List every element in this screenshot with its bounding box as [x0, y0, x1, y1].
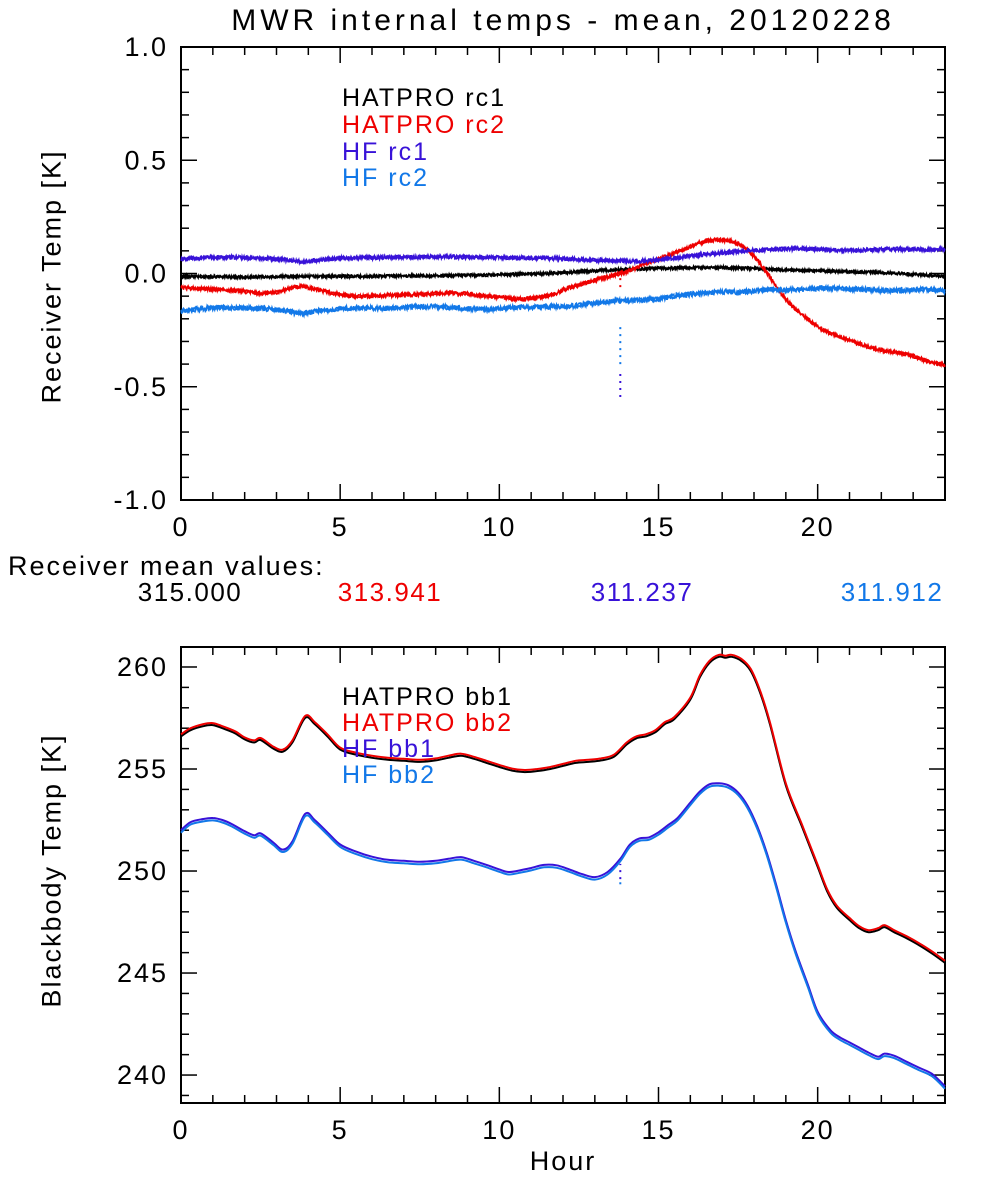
legend-hf-bb1: HF bb1	[342, 735, 436, 763]
blackbody-y-axis-label: Blackbody Temp [K]	[36, 733, 67, 1008]
legend-hatpro-rc1: HATPRO rc1	[342, 84, 506, 112]
y-tick-label: 0.5	[124, 145, 168, 175]
y-tick-label: 0.0	[124, 259, 168, 289]
receiver-mean-hf-rc2: 311.912	[840, 577, 944, 607]
receiver-y-axis-label: Receiver Temp [K]	[36, 149, 67, 404]
x-tick-label: 0	[172, 1115, 189, 1145]
legend-hatpro-bb2: HATPRO bb2	[342, 709, 513, 737]
y-tick-label: 245	[117, 958, 168, 988]
x-tick-label: 5	[332, 512, 349, 542]
receiver-mean-hatpro-rc2: 313.941	[337, 577, 443, 607]
series-hatpro-bb2-line	[180, 653, 946, 962]
y-tick-label: -1.0	[113, 485, 168, 515]
y-tick-label: 260	[117, 652, 168, 682]
y-tick-label: -0.5	[113, 372, 168, 402]
series-hf-rc1-line	[180, 244, 946, 266]
x-tick-label: 20	[801, 1115, 835, 1145]
series-hf-bb1-line	[180, 782, 946, 1088]
legend-hatpro-bb1: HATPRO bb1	[342, 683, 513, 711]
series-hatpro-rc1-line	[180, 263, 946, 281]
series-hf-rc2-line	[180, 283, 946, 319]
series-hatpro-rc2-line	[180, 236, 946, 369]
x-tick-label: 0	[172, 512, 189, 542]
x-tick-label: 10	[482, 512, 516, 542]
x-tick-label: 15	[641, 512, 675, 542]
y-tick-label: 255	[117, 754, 168, 784]
y-tick-label: 1.0	[124, 32, 168, 62]
y-tick-label: 250	[117, 856, 168, 886]
legend-hatpro-rc2: HATPRO rc2	[342, 111, 506, 139]
series-hatpro-bb1-line	[180, 655, 946, 964]
receiver-mean-hatpro-rc1: 315.000	[137, 577, 243, 607]
hour-axis-label: Hour	[529, 1146, 597, 1176]
x-tick-label: 15	[641, 1115, 675, 1145]
legend-hf-bb2: HF bb2	[342, 761, 436, 789]
x-tick-label: 5	[332, 1115, 349, 1145]
plot-frame	[180, 646, 946, 1104]
receiver-mean-hf-rc1: 311.237	[590, 577, 694, 607]
legend-hf-rc2: HF rc2	[342, 164, 429, 192]
x-tick-label: 10	[482, 1115, 516, 1145]
series-hf-bb2-line	[180, 784, 946, 1090]
receiver-means-label: Receiver mean values:	[8, 551, 325, 581]
legend-hf-rc1: HF rc1	[342, 138, 429, 166]
figure-title: MWR internal temps - mean, 20120228	[231, 4, 895, 37]
y-tick-label: 240	[117, 1060, 168, 1090]
x-tick-label: 20	[801, 512, 835, 542]
